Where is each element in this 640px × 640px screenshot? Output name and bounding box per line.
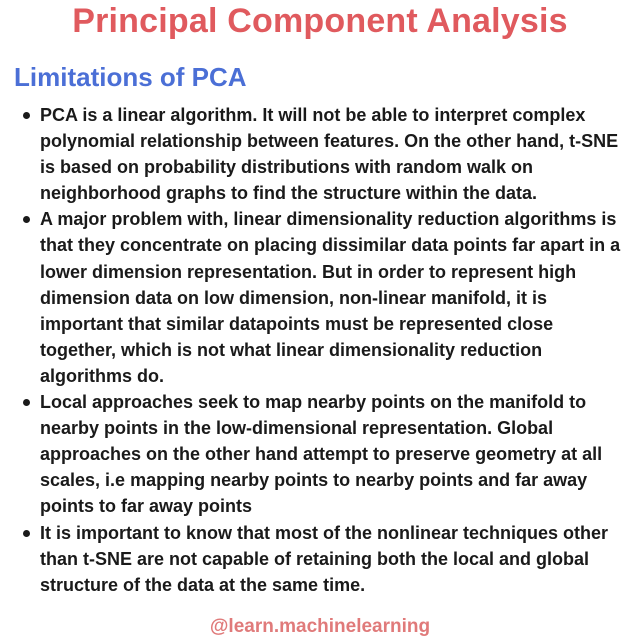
- bullet-item: Local approaches seek to map nearby poin…: [20, 389, 625, 519]
- page-title: Principal Component Analysis: [72, 2, 568, 40]
- section-heading: Limitations of PCA: [14, 62, 247, 92]
- bullet-text: It is important to know that most of the…: [40, 522, 609, 595]
- bullet-item: A major problem with, linear dimensional…: [20, 206, 625, 389]
- bullet-text: PCA is a linear algorithm. It will not b…: [40, 105, 619, 204]
- bullet-dot-icon: [23, 399, 30, 407]
- bullet-text: Local approaches seek to map nearby poin…: [40, 392, 603, 517]
- bullet-item: PCA is a linear algorithm. It will not b…: [20, 102, 625, 206]
- footer-handle: @learn.machinelearning: [209, 616, 431, 637]
- bullet-dot-icon: [23, 216, 30, 224]
- bullet-list: PCA is a linear algorithm. It will not b…: [20, 102, 625, 598]
- bullet-dot-icon: [23, 529, 30, 537]
- bullet-item: It is important to know that most of the…: [20, 520, 625, 598]
- bullet-text: A major problem with, linear dimensional…: [40, 209, 621, 386]
- bullet-dot-icon: [23, 112, 30, 119]
